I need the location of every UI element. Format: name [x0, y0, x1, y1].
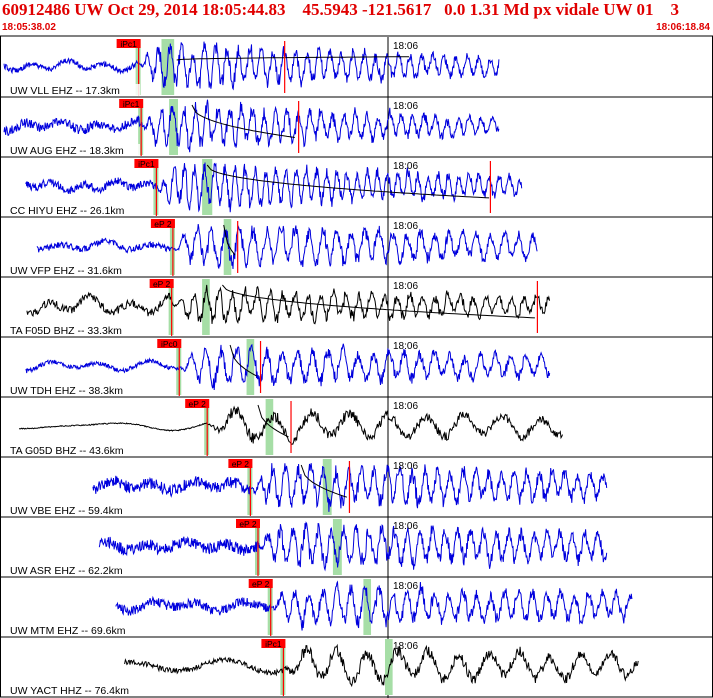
- pick-label: eP 2: [153, 279, 171, 289]
- decay-fit-curve: [257, 404, 289, 438]
- pick-label-bg: [228, 459, 253, 468]
- trace-panel: iPc1 18:06 CC HIYU EHZ -- 26.1km: [0, 156, 713, 217]
- pick-label: eP 2: [154, 219, 172, 229]
- station-label: UW ASR EHZ -- 62.2km: [10, 565, 123, 577]
- pick-label: iPc1: [265, 639, 282, 649]
- waveform: [3, 41, 500, 91]
- pick-label-bg: [149, 279, 174, 288]
- coda-window: [265, 399, 274, 455]
- end-time-label: 18:06:18.84: [656, 22, 710, 33]
- time-mark-label: 18:06: [393, 341, 418, 352]
- coda-window: [246, 339, 255, 395]
- trace-panel: iPc0 18:06 UW TDH EHZ -- 38.3km: [0, 336, 713, 397]
- station-label-bg: [8, 564, 140, 576]
- time-mark-label: 18:06: [393, 641, 418, 652]
- trace-panel: iPc1 18:06 UW AUG EHZ -- 18.3km: [0, 96, 713, 157]
- event-header: 60912486 UW Oct 29, 2014 18:05:44.83 45.…: [2, 0, 680, 19]
- pick-label-bg: [119, 99, 144, 108]
- trace-panel: eP 2 18:06 UW MTM EHZ -- 69.6km: [0, 576, 713, 637]
- time-mark-label: 18:06: [393, 221, 418, 232]
- trace-panel: eP 2 18:06 TA F05D BHZ -- 33.3km: [0, 276, 713, 337]
- waveform: [3, 99, 500, 153]
- pick-label-bg: [134, 159, 159, 168]
- time-mark-label: 18:06: [393, 581, 418, 592]
- trace-panel: iPc1 18:06 UW YACT HHZ -- 76.4km: [0, 636, 713, 697]
- pick-label: iPc1: [138, 159, 155, 169]
- station-label-bg: [8, 264, 140, 276]
- station-label: TA G05D BHZ -- 43.6km: [10, 445, 124, 457]
- time-mark-label: 18:06: [393, 41, 418, 52]
- pick-label-bg: [185, 399, 210, 408]
- pick-label-bg: [261, 639, 286, 648]
- decay-fit-curve: [191, 104, 295, 138]
- waveform: [26, 284, 551, 325]
- decay-fit-curve: [300, 464, 348, 498]
- pick-label: iPc1: [120, 39, 137, 49]
- station-label-bg: [8, 684, 140, 696]
- waveform: [124, 643, 639, 688]
- waveform: [115, 580, 633, 631]
- time-mark-label: 18:06: [393, 101, 418, 112]
- coda-window: [332, 519, 342, 575]
- pick-label-bg: [157, 339, 182, 348]
- time-mark-label: 18:06: [393, 461, 418, 472]
- decay-fit-curve: [223, 224, 236, 256]
- pick-label-bg: [248, 579, 273, 588]
- decay-fit-curve: [229, 344, 257, 377]
- waveform: [25, 162, 523, 213]
- station-label: UW VBE EHZ -- 59.4km: [10, 505, 123, 517]
- trace-panel: eP 2 18:06 UW ASR EHZ -- 62.2km: [0, 516, 713, 577]
- coda-window: [202, 279, 210, 335]
- decay-fit-curve: [206, 164, 490, 199]
- pick-label: iPc1: [123, 99, 140, 109]
- trace-panel: eP 2 18:06 UW VFP EHZ -- 31.6km: [0, 216, 713, 277]
- time-mark-label: 18:06: [393, 401, 418, 412]
- station-label-bg: [8, 84, 140, 96]
- station-label: CC HIYU EHZ -- 26.1km: [10, 205, 125, 217]
- coda-window: [169, 99, 178, 155]
- pick-label: iPc0: [161, 339, 178, 349]
- station-label: UW AUG EHZ -- 18.3km: [10, 145, 124, 157]
- time-mark-label: 18:06: [393, 281, 418, 292]
- waveform: [36, 224, 538, 270]
- pick-label: eP 2: [189, 399, 207, 409]
- coda-window: [223, 219, 232, 275]
- station-label-bg: [8, 384, 140, 396]
- waveform: [98, 521, 608, 572]
- station-label: UW MTM EHZ -- 69.6km: [10, 625, 126, 637]
- decay-fit-curve: [176, 56, 410, 61]
- station-label: UW VLL EHZ -- 17.3km: [10, 85, 120, 97]
- pick-label: eP 2: [232, 459, 250, 469]
- station-label-bg: [8, 624, 140, 636]
- station-label: TA F05D BHZ -- 33.3km: [10, 325, 122, 337]
- time-mark-label: 18:06: [393, 521, 418, 532]
- station-label: UW VFP EHZ -- 31.6km: [10, 265, 122, 277]
- time-mark-label: 18:06: [393, 161, 418, 172]
- trace-panel: iPc1 18:06 UW VLL EHZ -- 17.3km: [3, 39, 500, 97]
- station-label-bg: [8, 144, 140, 156]
- station-label-bg: [8, 444, 140, 456]
- station-label-bg: [8, 204, 140, 216]
- pick-label-bg: [236, 519, 260, 528]
- trace-panel: eP 2 18:06 TA G05D BHZ -- 43.6km: [0, 396, 713, 457]
- pick-label: eP 2: [252, 579, 270, 589]
- station-label: UW TDH EHZ -- 38.3km: [10, 385, 123, 397]
- start-time-label: 18:05:38.02: [2, 22, 56, 33]
- station-label: UW YACT HHZ -- 76.4km: [10, 685, 129, 697]
- pick-label-bg: [150, 219, 175, 228]
- station-label-bg: [8, 324, 140, 336]
- coda-window: [363, 579, 372, 635]
- trace-panel: eP 2 18:06 UW VBE EHZ -- 59.4km: [0, 456, 713, 517]
- station-label-bg: [8, 504, 140, 516]
- decay-fit-curve: [222, 284, 535, 319]
- coda-window: [322, 459, 332, 515]
- waveform: [25, 343, 551, 391]
- pick-label: eP 2: [239, 519, 257, 529]
- pick-label-bg: [116, 39, 141, 48]
